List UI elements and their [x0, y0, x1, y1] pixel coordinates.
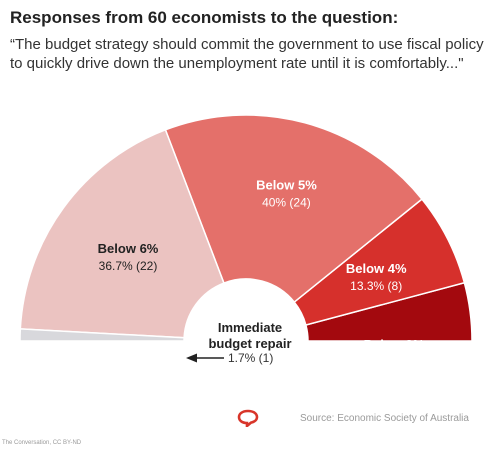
question-text: “The budget strategy should commit the g… [10, 36, 484, 72]
slice-immediate-budget-repair [19, 328, 185, 342]
label-below-4-: Below 4% [346, 261, 407, 276]
annotation-label-line1: Immediate [218, 320, 282, 335]
value-below-3-: 8.3%(5) [373, 355, 415, 369]
annotation-value: 1.7% (1) [228, 351, 273, 365]
slice-below-6- [19, 128, 225, 339]
credit-note: The Conversation, CC BY-ND [2, 440, 82, 446]
label-below-5-: Below 5% [256, 177, 317, 192]
value-below-5-: 40% (24) [262, 195, 311, 209]
chart-title: Responses from 60 economists to the ques… [10, 8, 399, 27]
slice-below-5- [164, 114, 423, 304]
source-note: Source: Economic Society of Australia [300, 413, 469, 424]
label-below-3-: Below 3% [364, 337, 425, 352]
conversation-logo-icon [237, 409, 259, 432]
annotation-label-line2: budget repair [208, 336, 291, 351]
chart-labels: Below 3% 8.3%(5) Below 4% 13.3% (8) Below 5%… [98, 177, 425, 369]
value-below-4-: 13.3% (8) [350, 279, 402, 293]
annotation-arrow-icon [186, 353, 197, 363]
value-below-6-: 36.7% (22) [99, 259, 158, 273]
label-below-6-: Below 6% [98, 241, 159, 256]
chart-slices [19, 114, 473, 342]
